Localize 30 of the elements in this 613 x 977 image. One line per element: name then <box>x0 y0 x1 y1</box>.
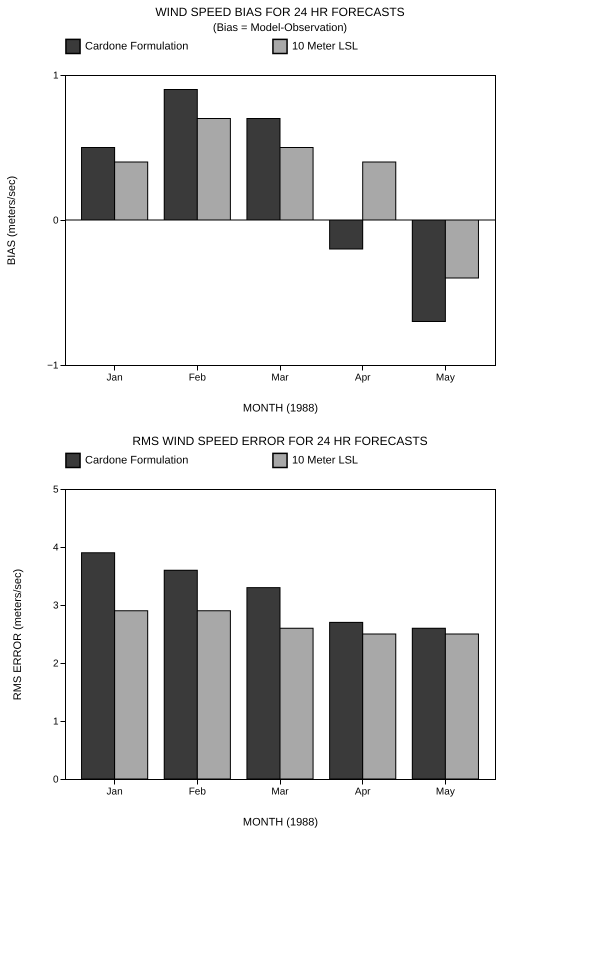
x-tick-label: Mar <box>271 372 290 384</box>
y-axis-title: BIAS (meters/sec) <box>6 176 18 266</box>
y-tick-label: 1 <box>52 716 59 728</box>
y-tick-label: 5 <box>52 484 59 496</box>
x-tick-label: Jan <box>106 372 123 384</box>
chart-title: WIND SPEED BIAS FOR 24 HR FORECASTS <box>155 5 405 19</box>
x-tick-label: Feb <box>188 372 206 384</box>
y-tick-label: 0 <box>52 216 59 226</box>
y-axis-title: RMS ERROR (meters/sec) <box>12 568 24 700</box>
x-axis-title: MONTH (1988) <box>242 402 318 414</box>
legend-label: 10 Meter LSL <box>292 40 358 52</box>
x-tick-label: Mar <box>271 786 290 798</box>
y-tick-label: 4 <box>52 542 59 554</box>
y-tick-label: −1 <box>47 360 59 372</box>
y-tick-label: 3 <box>52 600 59 612</box>
y-tick-label: 1 <box>52 70 59 82</box>
legend-label: 10 Meter LSL <box>292 454 358 466</box>
chart-subtitle: (Bias = Model-Observation) <box>212 22 348 34</box>
legend-label: Cardone Formulation <box>85 40 188 52</box>
x-tick-label: May <box>436 372 455 384</box>
x-tick-label: Feb <box>188 786 206 798</box>
x-tick-label: May <box>436 786 455 798</box>
x-tick-label: Apr <box>354 786 372 798</box>
x-tick-label: Jan <box>106 786 123 798</box>
y-tick-label: 2 <box>52 658 59 670</box>
legend-label: Cardone Formulation <box>85 454 188 466</box>
x-axis-title: MONTH (1988) <box>242 816 318 828</box>
x-tick-label: Apr <box>354 372 372 384</box>
chart-title: RMS WIND SPEED ERROR FOR 24 HR FORECASTS <box>132 434 428 448</box>
y-tick-label: 0 <box>52 774 59 786</box>
